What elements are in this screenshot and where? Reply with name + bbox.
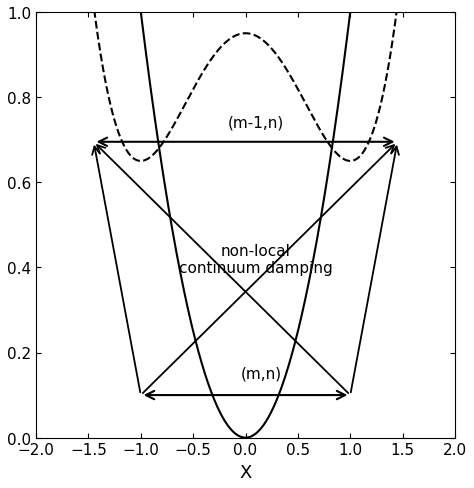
Text: non-local
continuum damping: non-local continuum damping — [179, 243, 333, 276]
Text: (m-1,n): (m-1,n) — [228, 115, 284, 130]
Text: (m,n): (m,n) — [241, 366, 282, 380]
X-axis label: X: X — [239, 463, 252, 481]
